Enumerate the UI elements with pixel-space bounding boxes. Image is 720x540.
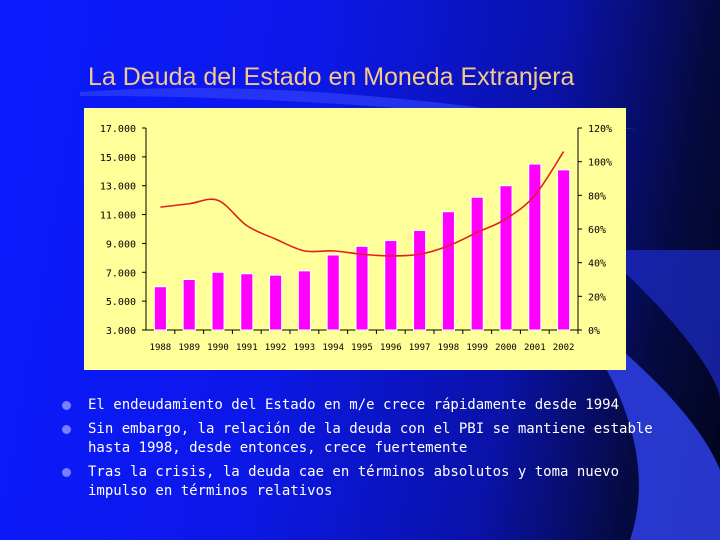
bar — [326, 254, 340, 331]
slide-title: La Deuda del Estado en Moneda Extranjera — [88, 63, 575, 91]
x-tick-label: 2001 — [524, 343, 546, 353]
left-tick-label: 15.000 — [100, 153, 136, 164]
x-tick-label: 1988 — [150, 343, 172, 353]
left-tick-label: 5.000 — [106, 297, 136, 308]
bullet-dot-icon — [62, 468, 71, 477]
x-tick-label: 1990 — [207, 343, 229, 353]
right-tick-label: 120% — [588, 124, 612, 135]
bar — [557, 169, 571, 331]
bar — [384, 240, 398, 331]
bullet-text: El endeudamiento del Estado en m/e crece… — [88, 397, 620, 413]
x-tick-label: 1995 — [351, 343, 373, 353]
bar — [211, 271, 225, 331]
right-tick-label: 0% — [588, 326, 600, 337]
bar — [153, 286, 167, 331]
x-tick-label: 1999 — [466, 343, 488, 353]
x-tick-label: 1993 — [294, 343, 316, 353]
left-tick-label: 13.000 — [100, 182, 136, 193]
right-tick-label: 80% — [588, 191, 606, 202]
right-tick-label: 60% — [588, 225, 606, 236]
x-tick-label: 1994 — [322, 343, 344, 353]
right-tick-label: 40% — [588, 259, 606, 270]
bar — [240, 273, 254, 331]
left-tick-label: 7.000 — [106, 268, 136, 279]
x-tick-label: 1998 — [438, 343, 460, 353]
bar — [499, 185, 513, 331]
bar — [269, 274, 283, 331]
right-tick-label: 100% — [588, 158, 612, 169]
right-tick-label: 20% — [588, 292, 606, 303]
bullet-text: Sin embargo, la relación de la deuda con… — [88, 421, 653, 456]
left-tick-label: 3.000 — [106, 326, 136, 337]
bullet-item: Tras la crisis, la deuda cae en términos… — [62, 463, 662, 501]
bar — [413, 229, 427, 331]
bullet-dot-icon — [62, 425, 71, 434]
bar — [182, 279, 196, 331]
bullet-text: Tras la crisis, la deuda cae en términos… — [88, 464, 620, 499]
bullet-item: El endeudamiento del Estado en m/e crece… — [62, 396, 662, 415]
left-tick-label: 11.000 — [100, 211, 136, 222]
bullet-item: Sin embargo, la relación de la deuda con… — [62, 420, 662, 458]
x-tick-label: 2000 — [495, 343, 517, 353]
bar — [528, 163, 542, 331]
x-tick-label: 1996 — [380, 343, 402, 353]
debt-chart: 3.000 5.000 7.000 9.000 11.000 13.000 15.000 17… — [100, 124, 612, 353]
x-tick-label: 1989 — [178, 343, 200, 353]
bullet-list: El endeudamiento del Estado en m/e crece… — [62, 396, 662, 506]
x-tick-label: 2002 — [553, 343, 575, 353]
left-tick-label: 17.000 — [100, 124, 136, 135]
x-tick-label: 1992 — [265, 343, 287, 353]
left-tick-label: 9.000 — [106, 239, 136, 250]
bullet-dot-icon — [62, 401, 71, 410]
bar — [441, 211, 455, 331]
bar — [297, 270, 311, 331]
chart-panel: 3.000 5.000 7.000 9.000 11.000 13.000 15.000 17… — [84, 108, 626, 370]
x-tick-label: 1997 — [409, 343, 431, 353]
bar — [470, 196, 484, 331]
x-tick-label: 1991 — [236, 343, 258, 353]
bar — [355, 245, 369, 331]
ratio-line-series — [160, 151, 565, 257]
